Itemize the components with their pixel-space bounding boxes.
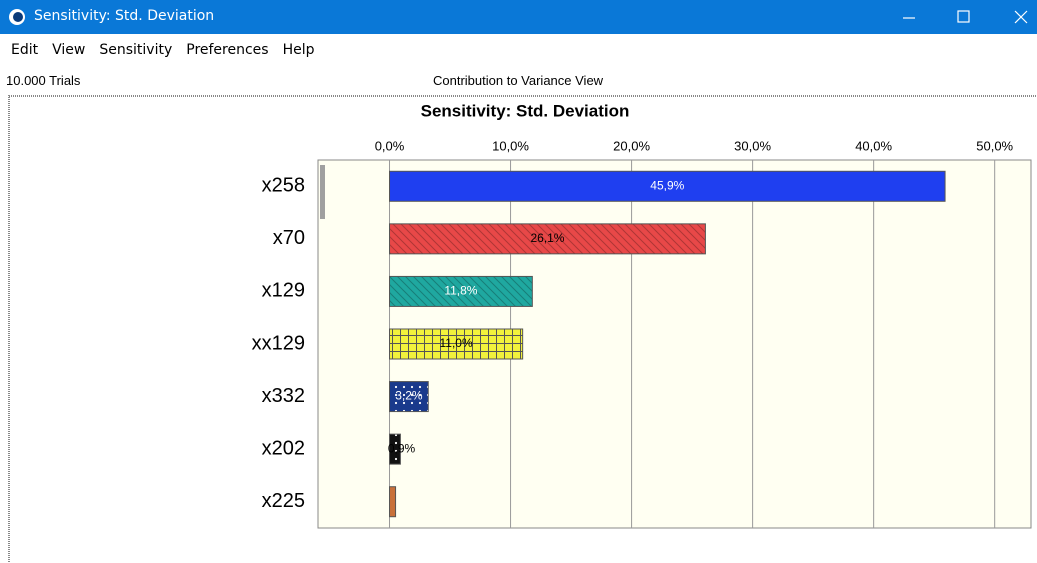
trials: 10.000 Trials (6, 73, 81, 88)
title-bar: Sensitivity: Std. Deviation (0, 0, 1037, 34)
x-tick-label: 30,0% (734, 138, 771, 153)
y-tick-label: x202 (262, 437, 305, 459)
bar (389, 328, 524, 360)
y-tick-label: x129 (262, 280, 305, 302)
data-label: 45,9% (650, 178, 684, 192)
bar (389, 223, 706, 255)
menu-item[interactable]: View (52, 42, 86, 58)
y-tick-label: xx129 (252, 332, 305, 354)
scroll-thumb[interactable] (320, 165, 325, 219)
data-label: 26,1% (530, 231, 564, 245)
y-tick-label: x70 (273, 227, 305, 249)
y-tick-label: x332 (262, 385, 305, 407)
window-title: Sensitivity: Std. Deviation (34, 8, 215, 24)
x-tick-label: 20,0% (613, 138, 650, 153)
bar (389, 381, 429, 413)
app-icon-core (13, 12, 23, 22)
chart: Sensitivity: Std. Deviation 0,0% 10,0% 20,… (8, 95, 1037, 563)
data-label: 11,0% (440, 336, 473, 350)
x-tick-label: 10,0% (492, 138, 529, 153)
bar (389, 486, 397, 518)
x-tick-label: 50,0% (976, 138, 1013, 153)
y-tick-label: x225 (262, 490, 305, 512)
menu-item[interactable]: Edit (11, 42, 39, 58)
status-bar: 10.000 Trials Contribution to Variance V… (0, 66, 1037, 95)
menu-item[interactable]: Help (282, 42, 315, 58)
maximize-button[interactable] (957, 10, 970, 23)
menu-item[interactable]: Sensitivity (99, 42, 173, 58)
data-label: 11,8% (444, 284, 477, 298)
bar (389, 433, 401, 465)
chart-title: Sensitivity: Std. Deviation (421, 101, 630, 120)
title-bar-graphics (9, 9, 1028, 25)
y-tick-label: x258 (262, 175, 305, 197)
close-button[interactable] (1014, 10, 1028, 24)
menu-bar: Edit View Sensitivity Preferences Help (0, 34, 1037, 66)
data-label: 3,2% (395, 389, 423, 403)
menu-item[interactable]: Preferences (186, 42, 269, 58)
x-tick-label: 0,0% (375, 138, 405, 153)
data-label: 0,9% (388, 441, 416, 455)
bar (389, 275, 533, 307)
x-tick-label: 40,0% (855, 138, 892, 153)
bar (389, 170, 946, 202)
view-name: Contribution to Variance View (433, 73, 604, 88)
